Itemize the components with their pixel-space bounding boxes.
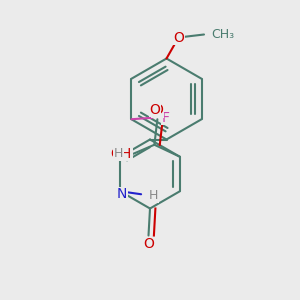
Text: O: O bbox=[152, 103, 163, 117]
Text: O: O bbox=[143, 238, 154, 251]
Text: OH: OH bbox=[111, 147, 132, 161]
Text: H: H bbox=[113, 147, 123, 160]
Text: O: O bbox=[173, 31, 184, 44]
Text: H: H bbox=[148, 189, 158, 202]
Text: CH₃: CH₃ bbox=[212, 28, 235, 41]
Text: O: O bbox=[149, 103, 161, 117]
Text: N: N bbox=[116, 187, 127, 201]
Text: F: F bbox=[161, 111, 169, 125]
